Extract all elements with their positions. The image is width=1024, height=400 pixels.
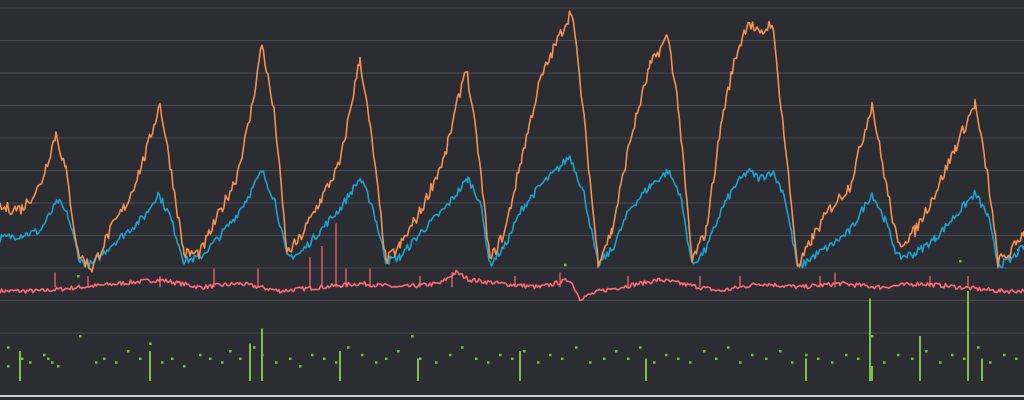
green-dot — [963, 357, 966, 360]
green-dot — [665, 353, 668, 357]
green-dot — [275, 361, 278, 364]
green-dot — [199, 353, 202, 357]
green-dot — [253, 346, 256, 349]
green-dot — [677, 357, 680, 360]
green-dot — [925, 350, 928, 353]
green-dot — [817, 357, 820, 360]
green-dot — [564, 263, 567, 267]
green-dot — [261, 353, 264, 357]
green-dot — [951, 353, 954, 357]
green-dot — [139, 357, 142, 360]
green-dot — [959, 260, 962, 263]
green-dot — [183, 365, 186, 368]
green-dot — [615, 350, 618, 353]
green-dot — [29, 361, 32, 364]
series-line-orange — [0, 10, 1024, 273]
green-dot — [361, 353, 364, 357]
green-dot — [689, 361, 692, 364]
green-dot — [499, 353, 502, 357]
green-dot — [703, 350, 706, 353]
green-dot — [47, 357, 50, 360]
green-dots — [7, 248, 1020, 368]
green-dot — [715, 357, 718, 360]
green-dot — [739, 361, 742, 364]
green-dot — [79, 335, 82, 338]
green-dot — [639, 346, 642, 349]
green-dot — [311, 353, 314, 357]
green-dot — [1015, 357, 1018, 360]
green-dot — [561, 357, 564, 360]
green-dot — [989, 361, 992, 364]
green-dot — [589, 361, 592, 364]
green-dot — [765, 357, 768, 360]
green-dot — [51, 361, 54, 364]
green-dot — [347, 346, 350, 349]
green-dot — [549, 353, 552, 357]
green-dot — [791, 361, 794, 364]
green-dot — [461, 346, 464, 349]
green-dot — [419, 357, 422, 360]
green-dot — [435, 361, 438, 364]
green-dot — [57, 365, 60, 368]
series-line-red — [0, 269, 1024, 302]
green-dot — [299, 365, 302, 368]
green-dot — [939, 361, 942, 364]
green-dot — [487, 361, 490, 364]
green-dot — [385, 357, 388, 360]
green-dot — [727, 346, 730, 349]
green-dot — [831, 361, 834, 364]
green-dot — [511, 357, 514, 360]
green-dot — [209, 357, 212, 360]
green-dot — [229, 350, 232, 353]
green-dot — [449, 353, 452, 357]
green-dot — [411, 335, 414, 338]
green-dot — [103, 357, 106, 360]
green-dot — [221, 361, 224, 364]
green-dot — [95, 361, 98, 364]
green-dot — [149, 342, 152, 345]
green-dot — [115, 361, 118, 364]
gridlines — [0, 7, 1024, 334]
green-dot — [7, 346, 10, 349]
series-line-blue — [0, 155, 1024, 269]
green-dot — [43, 353, 46, 357]
green-dot — [751, 353, 754, 357]
green-dot — [575, 346, 578, 349]
green-dot — [375, 361, 378, 364]
green-dot — [523, 350, 526, 353]
green-dot — [397, 350, 400, 353]
green-dot — [7, 365, 10, 368]
green-dot — [897, 353, 900, 357]
green-dot — [537, 361, 540, 364]
green-dot — [603, 357, 606, 360]
green-dot — [239, 357, 242, 360]
green-dot — [805, 353, 808, 357]
green-dot — [323, 357, 326, 360]
green-dot — [1003, 353, 1006, 357]
green-dot — [977, 346, 980, 349]
green-dot — [21, 357, 24, 360]
green-dot — [845, 353, 848, 357]
series-lines — [0, 10, 1024, 302]
green-dot — [871, 335, 874, 338]
green-dot — [475, 357, 478, 360]
green-dot — [77, 275, 80, 278]
green-dot — [289, 357, 292, 360]
green-dot — [161, 361, 164, 364]
green-dot — [171, 357, 174, 360]
green-dot — [627, 357, 630, 360]
green-dot — [883, 361, 886, 364]
green-dot — [857, 357, 860, 360]
green-dot — [779, 350, 782, 353]
green-dot — [653, 361, 656, 364]
green-dot — [911, 357, 914, 360]
green-dot — [127, 350, 130, 353]
green-dot — [335, 361, 338, 364]
